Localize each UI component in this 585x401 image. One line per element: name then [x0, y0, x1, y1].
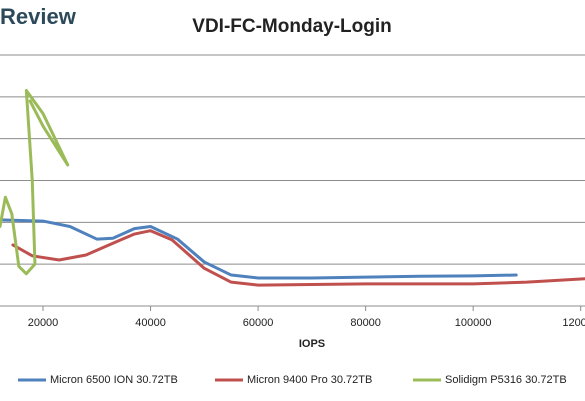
series-line — [0, 218, 518, 280]
series-line — [11, 229, 585, 287]
legend-label: Micron 6500 ION 30.72TB — [50, 374, 178, 386]
x-tick-label: 120000 — [562, 317, 585, 329]
x-tick-label: 80000 — [350, 317, 381, 329]
brand-logo: Review — [0, 4, 77, 29]
x-tick-label: 60000 — [243, 317, 274, 329]
x-axis-title: IOPS — [299, 338, 325, 350]
x-tick-label: 20000 — [28, 317, 59, 329]
chart-title: VDI-FC-Monday-Login — [192, 16, 391, 37]
legend-label: Micron 9400 Pro 30.72TB — [247, 374, 372, 386]
x-tick-label: 40000 — [135, 317, 166, 329]
series-line — [0, 89, 70, 276]
x-tick-label: 100000 — [455, 317, 492, 329]
legend-label: Solidigm P5316 30.72TB — [445, 374, 567, 386]
